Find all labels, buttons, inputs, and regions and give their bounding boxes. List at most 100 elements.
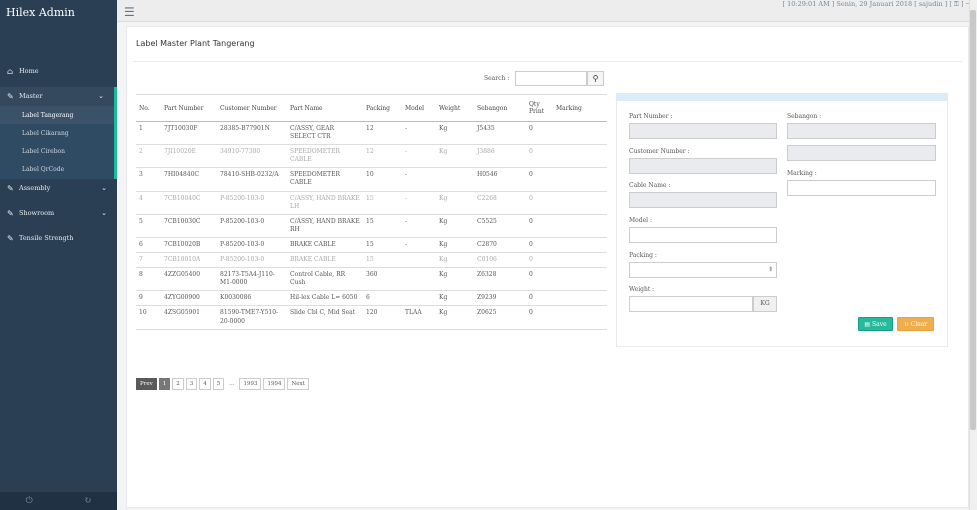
table-cell-marking bbox=[553, 144, 607, 168]
table-cell-no: 8 bbox=[136, 267, 161, 291]
table-cell-weight: Kg bbox=[436, 305, 474, 330]
table-cell-no: 9 bbox=[136, 290, 161, 306]
table-cell-name: BRAKE CABLE bbox=[287, 236, 363, 253]
submenu-item-label-qrcode[interactable]: Label QrCode bbox=[22, 165, 65, 173]
table-cell-weight: Kg bbox=[436, 213, 474, 238]
pagination-ellipsis: ... bbox=[229, 381, 235, 387]
packing-field[interactable]: ⇕ bbox=[629, 262, 777, 278]
col-header-model[interactable]: Model bbox=[402, 94, 436, 122]
sidebar-item-showroom[interactable]: ✎ Showroom ⌄ bbox=[0, 204, 117, 222]
pagination-page[interactable]: 1993 bbox=[239, 378, 262, 390]
table-row[interactable]: 9 4ZYG00900 K0030086 Hil-lex Cable L= 6050 6… bbox=[136, 290, 607, 306]
col-header-marking[interactable]: Marking bbox=[553, 94, 607, 122]
table-row[interactable]: 8 4ZZG05400 82173-T5A4-J110-M1-0000 Control… bbox=[136, 267, 607, 291]
sidebar-item-assembly[interactable]: ✎ Assembly ⌄ bbox=[0, 179, 117, 197]
col-header-no[interactable]: No. bbox=[136, 94, 161, 122]
table-row[interactable]: 4 7CB10040C P-85200-103-0 C/ASSY, HAND BRAK… bbox=[136, 190, 607, 215]
app-title[interactable]: Hilex Admin bbox=[6, 6, 75, 19]
col-header-packing[interactable]: Packing bbox=[363, 94, 402, 122]
table-cell-weight: Kg bbox=[436, 190, 474, 215]
table-cell-seb: Z9239 bbox=[474, 290, 526, 306]
table-row[interactable]: 5 7CB10030C P-85200-103-0 C/ASSY, HAND BRAK… bbox=[136, 213, 607, 238]
scrollbar-thumb[interactable] bbox=[970, 10, 976, 430]
table-header-row: No. Part Number Customer Number Part Nam… bbox=[136, 94, 607, 122]
customer-number-field[interactable] bbox=[629, 158, 777, 174]
submenu-item-label-tangerang[interactable]: Label Tangerang bbox=[0, 106, 114, 124]
col-header-sebangon[interactable]: Sebangon bbox=[474, 94, 526, 122]
table-cell-no: 4 bbox=[136, 190, 161, 215]
part-number-field[interactable] bbox=[629, 123, 777, 139]
stepper-icon[interactable]: ⇕ bbox=[767, 266, 773, 273]
submenu-item-label-cirebon[interactable]: Label Cirebon bbox=[22, 147, 66, 155]
sebangon-extra-field[interactable] bbox=[787, 145, 936, 161]
weight-field[interactable] bbox=[629, 296, 753, 312]
page-scrollbar[interactable] bbox=[969, 0, 977, 510]
col-header-part-name[interactable]: Part Name bbox=[287, 94, 363, 122]
table-cell-seb: Z6328 bbox=[474, 267, 526, 291]
table-cell-weight: Kg bbox=[436, 267, 474, 291]
submenu-item-label-cikarang[interactable]: Label Cikarang bbox=[22, 129, 69, 137]
table-cell-qty: 0 bbox=[526, 252, 553, 268]
table-cell-cust: P-85200-103-0 bbox=[217, 213, 287, 238]
menu-toggle-icon[interactable]: ☰ bbox=[124, 5, 135, 19]
power-icon[interactable]: ⏻ bbox=[25, 496, 33, 506]
part-number-label: Part Number : bbox=[629, 113, 673, 120]
search-input[interactable] bbox=[515, 71, 587, 86]
clear-button[interactable]: ↻ Clear bbox=[897, 317, 934, 331]
table-cell-packing: 15 bbox=[363, 213, 402, 238]
table-cell-part: 7JT10030F bbox=[161, 120, 217, 145]
col-header-customer-number[interactable]: Customer Number bbox=[217, 94, 287, 122]
col-header-part-number[interactable]: Part Number bbox=[161, 94, 217, 122]
col-header-qty-print[interactable]: Qty Print bbox=[526, 94, 553, 122]
weight-unit: KG bbox=[753, 296, 777, 312]
cable-name-field[interactable] bbox=[629, 192, 777, 208]
pagination-page[interactable]: 3 bbox=[185, 378, 198, 390]
sebangon-field[interactable] bbox=[787, 123, 936, 139]
cable-name-label: Cable Name : bbox=[629, 182, 671, 189]
table-cell-name: SPEEDOMETER CABLE bbox=[287, 144, 363, 168]
table-row[interactable]: 1 7JT10030F 28385-B77901N C/ASSY, GEAR SELE… bbox=[136, 120, 607, 145]
label-table: No. Part Number Customer Number Part Nam… bbox=[136, 94, 607, 330]
pagination-next[interactable]: Next bbox=[287, 378, 309, 390]
table-row[interactable]: 7 7CB10010A P-85200-103-0 BRAKE CABLE 15 Kg C0… bbox=[136, 252, 607, 268]
table-cell-model: - bbox=[402, 120, 436, 145]
search-button[interactable]: ⚲ bbox=[587, 71, 604, 86]
table-cell-seb: H0546 bbox=[474, 167, 526, 192]
pagination-page[interactable]: 1994 bbox=[263, 378, 286, 390]
pagination: Prev 1 2 3 4 5 ... 1993 1994 Next bbox=[136, 378, 309, 390]
col-header-weight[interactable]: Weight bbox=[436, 94, 474, 122]
table-cell-no: 7 bbox=[136, 252, 161, 268]
table-cell-marking bbox=[553, 267, 607, 291]
save-button[interactable]: ▤ Save bbox=[858, 317, 893, 331]
pagination-page[interactable]: 5 bbox=[212, 378, 225, 390]
chevron-down-icon: ⌄ bbox=[101, 209, 107, 217]
table-cell-name: C/ASSY, HAND BRAKE LH bbox=[287, 190, 363, 215]
table-cell-seb: Z0625 bbox=[474, 305, 526, 330]
table-row[interactable]: 3 7HI04840C 78410-SHB-0232/A SPEEDOMETER CA… bbox=[136, 167, 607, 192]
table-row[interactable]: 10 4ZSG05901 81590-TME7-Y510-20-0000 Slide … bbox=[136, 305, 607, 330]
table-row[interactable]: 6 7CB10020B P-85200-103-0 BRAKE CABLE 15- Kg C… bbox=[136, 236, 607, 253]
sidebar-item-tensile-strength[interactable]: ✎ Tensile Strength bbox=[0, 229, 117, 247]
model-field[interactable] bbox=[629, 227, 777, 243]
chevron-down-icon: ⌄ bbox=[98, 92, 104, 100]
table-cell-part: 7HI04840C bbox=[161, 167, 217, 192]
refresh-icon[interactable]: ↻ bbox=[83, 496, 92, 506]
refresh-icon: ↻ bbox=[903, 320, 909, 328]
pagination-page[interactable]: 4 bbox=[199, 378, 211, 390]
table-cell-part: 4ZYG00900 bbox=[161, 290, 217, 306]
sidebar-item-label: Home bbox=[19, 67, 39, 75]
divider bbox=[133, 61, 962, 62]
pagination-page[interactable]: 2 bbox=[172, 378, 184, 390]
pagination-page[interactable]: 1 bbox=[158, 378, 171, 390]
table-row[interactable]: 2 7JI10020E 34910-77300 SPEEDOMETER CABLE 12… bbox=[136, 144, 607, 168]
table-cell-model: - bbox=[402, 167, 436, 192]
edit-icon: ✎ bbox=[7, 183, 14, 193]
sidebar-item-home[interactable]: ⌂ Home bbox=[0, 62, 117, 80]
user-status[interactable]: [ 10:29:01 AM ] Senin, 29 Januari 2018 [… bbox=[782, 0, 971, 8]
pagination-prev[interactable]: Prev bbox=[136, 378, 157, 390]
table-cell-qty: 0 bbox=[526, 213, 553, 238]
table-cell-qty: 0 bbox=[526, 305, 553, 330]
table-cell-marking bbox=[553, 120, 607, 145]
marking-field[interactable] bbox=[787, 180, 936, 196]
sidebar-item-master[interactable]: ✎ Master ⌄ bbox=[0, 87, 117, 105]
